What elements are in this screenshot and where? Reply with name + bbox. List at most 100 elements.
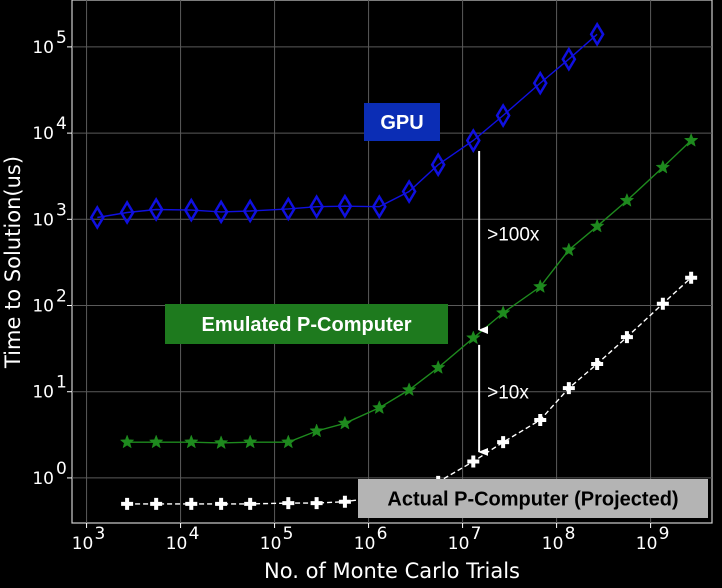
data-point: [213, 435, 229, 450]
data-point: [371, 400, 387, 415]
data-point: [282, 497, 295, 510]
label-background: [165, 304, 448, 344]
data-point: [532, 70, 548, 96]
y-tick-label: 10: [32, 297, 54, 317]
data-point: [371, 194, 387, 220]
data-point: [183, 197, 199, 223]
x-tick-exponent: 7: [471, 524, 482, 544]
data-point: [591, 357, 604, 370]
data-point: [495, 103, 511, 128]
x-tick-label: 10: [636, 534, 658, 554]
y-tick-label: 10: [32, 469, 54, 489]
data-point: [338, 495, 351, 508]
data-point: [309, 423, 324, 438]
data-point: [280, 434, 296, 449]
x-tick-exponent: 9: [659, 524, 670, 544]
series-0: [89, 21, 605, 230]
x-tick-label: 10: [354, 534, 376, 554]
series-labels: GPU Emulated P-Computer Actual P-Computer …: [165, 103, 708, 518]
data-point: [183, 434, 199, 449]
y-axis-label: Time to Solution(us): [1, 156, 25, 369]
x-tick-label: 10: [542, 534, 564, 554]
y-tick-exponent: 4: [56, 114, 67, 134]
data-point: [589, 218, 605, 233]
annotations: >100x >10x: [478, 151, 540, 456]
data-point: [148, 197, 164, 222]
x-tick-label: 10: [166, 534, 188, 554]
data-point: [430, 152, 446, 178]
data-point: [242, 434, 258, 449]
plot-area: [71, 0, 713, 524]
data-point: [620, 331, 633, 344]
x-tick-label: 10: [448, 534, 470, 554]
data-point: [495, 305, 511, 320]
y-tick-exponent: 3: [56, 200, 67, 220]
data-point: [589, 21, 605, 47]
data-point: [310, 497, 323, 510]
data-point: [401, 179, 417, 204]
data-point: [119, 200, 135, 225]
data-point: [655, 159, 671, 174]
data-point: [244, 497, 257, 510]
label-background: [358, 479, 708, 518]
data-point: [430, 359, 446, 374]
data-point: [685, 271, 698, 284]
data-point: [534, 413, 547, 426]
data-point: [185, 497, 198, 510]
x-tick-label: 10: [72, 534, 94, 554]
data-point: [150, 497, 163, 510]
data-point: [280, 196, 296, 222]
data-point: [561, 242, 577, 257]
data-point: [213, 199, 229, 225]
data-point: [309, 194, 325, 220]
y-tick-exponent: 2: [56, 287, 67, 307]
x-axis-label: No. of Monte Carlo Trials: [264, 559, 520, 583]
data-point: [619, 192, 635, 207]
data-point: [532, 279, 548, 293]
data-point: [401, 382, 417, 397]
y-tick-label: 10: [32, 38, 54, 58]
x-tick-exponent: 4: [189, 524, 200, 544]
y-tick-exponent: 1: [56, 373, 67, 393]
x-tick-exponent: 6: [377, 524, 388, 544]
data-point: [683, 132, 699, 147]
data-point: [89, 205, 105, 230]
data-point: [465, 128, 481, 153]
x-tick-label: 10: [260, 534, 282, 554]
data-point: [337, 193, 353, 219]
x-tick-exponent: 8: [565, 524, 576, 544]
y-tick-label: 10: [32, 124, 54, 144]
grid: [72, 0, 712, 523]
y-tick-exponent: 5: [56, 28, 67, 48]
data-point: [119, 434, 135, 449]
series-label-text: Actual P-Computer (Projected): [387, 489, 678, 511]
series-1: [119, 132, 699, 450]
y-tick-label: 10: [32, 210, 54, 230]
series-label-text: Emulated P-Computer: [201, 314, 411, 336]
speedup-label: >100x: [487, 225, 540, 246]
label-background: [364, 103, 440, 141]
data-point: [148, 434, 164, 449]
y-tick-label: 10: [32, 383, 54, 403]
x-tick-exponent: 5: [283, 524, 294, 544]
data-point: [656, 297, 669, 310]
data-point: [121, 497, 134, 510]
speedup-label: >10x: [487, 382, 529, 403]
data-point: [465, 330, 481, 345]
tick-labels: 10 3 10 4 10 5 10 6 10 7 10 8 10 910 010 110 210 310 410 5: [32, 28, 669, 554]
series-label-text: GPU: [380, 112, 423, 134]
series-line: [97, 33, 598, 219]
data-point: [561, 46, 577, 72]
data-point: [242, 198, 258, 224]
y-tick-exponent: 0: [56, 459, 67, 479]
data-point: [337, 415, 353, 430]
series-label-box: Emulated P-Computer: [165, 304, 448, 344]
data-point: [562, 382, 575, 395]
data-point: [497, 436, 510, 449]
data-point: [215, 497, 228, 510]
series-label-box: Actual P-Computer (Projected): [358, 479, 708, 518]
data-point: [467, 455, 480, 468]
x-tick-exponent: 3: [95, 524, 106, 544]
series-label-box: GPU: [364, 103, 440, 141]
